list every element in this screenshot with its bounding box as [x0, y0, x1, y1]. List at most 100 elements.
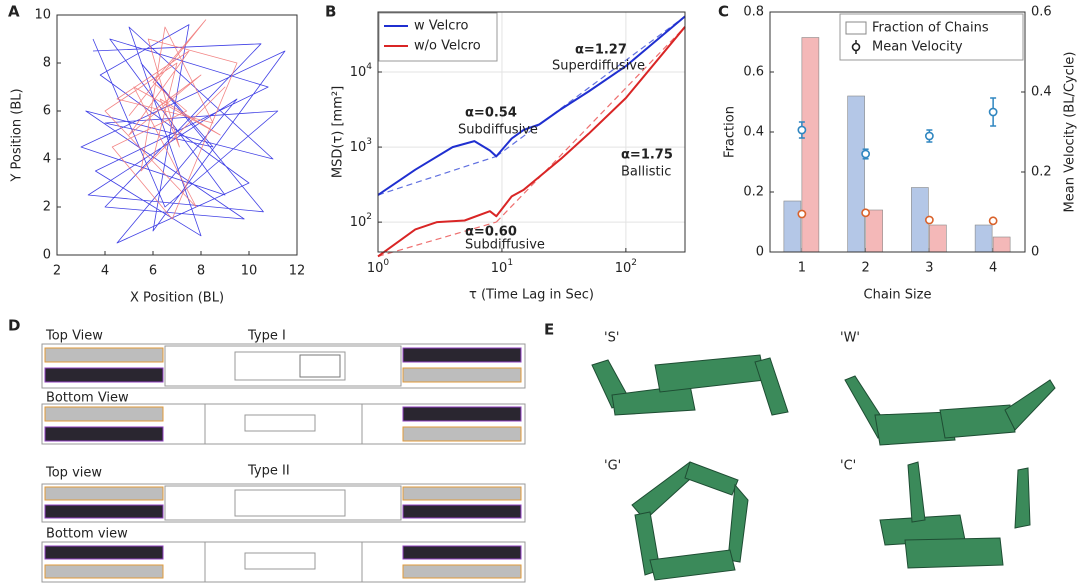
annotation: Subdiffusive	[458, 123, 538, 138]
y-axis-label: Fraction	[723, 106, 738, 158]
velocity-point	[797, 209, 807, 219]
y-axis-label: Y Position (BL)	[10, 88, 25, 182]
annotation: Subdiffusive	[465, 238, 545, 253]
panel-label: C	[718, 3, 729, 21]
diagram-label: Type I	[247, 329, 286, 344]
legend-label: w Velcro	[414, 19, 468, 34]
x-tick-label: 12	[289, 264, 306, 279]
x-axis-label: τ (Time Lag in Sec)	[469, 288, 594, 303]
legend-swatch	[851, 42, 861, 52]
bar	[801, 37, 820, 253]
annotation: α=0.60	[465, 225, 517, 240]
y2-axis-label: Mean Velocity (BL/Cycle)	[1063, 52, 1078, 213]
y-tick-label: 8	[43, 56, 51, 71]
annotation: α=1.27	[575, 43, 627, 58]
annotation: Ballistic	[621, 165, 671, 180]
shape-label: 'C'	[840, 459, 856, 474]
velocity-point	[861, 149, 871, 159]
x-tick-label: 10	[241, 264, 258, 279]
series-line	[104, 19, 238, 220]
y-tick-label-base: 10	[350, 65, 367, 80]
legend-box	[839, 13, 1024, 61]
x-axis-label: X Position (BL)	[130, 291, 224, 306]
y-tick-label: 0.6	[743, 65, 764, 80]
y-tick-label-exponent: 4	[366, 62, 372, 72]
annotation: Superdiffusive	[552, 59, 645, 74]
panel-d-diagram	[41, 343, 526, 583]
x-tick-label: 100	[367, 258, 390, 276]
velocity-point	[988, 107, 998, 117]
y-tick-label: 103	[350, 137, 372, 155]
panel-label: B	[325, 3, 336, 21]
x-tick-label: 1	[798, 261, 806, 276]
x-tick-label: 2	[861, 261, 869, 276]
fit-line	[495, 15, 686, 157]
annotation: α=1.75	[621, 148, 673, 163]
y-tick-label: 0.4	[743, 125, 764, 140]
shape-label: 'G'	[604, 459, 621, 474]
y2-tick-label: 0.4	[1031, 85, 1052, 100]
y-tick-label-base: 10	[350, 140, 367, 155]
diagram-label: Top view	[45, 466, 102, 481]
x-tick-label-exponent: 0	[383, 258, 389, 268]
y-tick-label: 4	[43, 152, 51, 167]
bar	[974, 224, 993, 253]
bar	[847, 95, 865, 253]
diagram-label: Type II	[247, 464, 290, 479]
panel-e-photos	[591, 354, 1056, 581]
panel-label: A	[8, 3, 20, 21]
velocity-point	[861, 208, 871, 218]
velocity-point	[924, 215, 934, 225]
x-tick-label: 102	[615, 258, 637, 276]
fit-line	[377, 221, 497, 257]
legend-label: Fraction of Chains	[872, 21, 989, 36]
fit-line	[377, 155, 497, 196]
y-tick-label-exponent: 3	[366, 137, 372, 147]
panel-label: E	[544, 321, 554, 339]
y-tick-label: 0	[756, 245, 764, 260]
legend-label: w/o Velcro	[414, 39, 481, 54]
x-axis-label: Chain Size	[864, 288, 932, 303]
y-tick-label: 0.2	[743, 185, 764, 200]
x-tick-label-exponent: 2	[631, 258, 637, 268]
x-tick-label: 101	[491, 258, 513, 276]
y-tick-label: 0	[43, 248, 51, 263]
legend-swatch	[845, 21, 867, 35]
velocity-point	[797, 125, 807, 135]
bar	[992, 236, 1011, 253]
axes-frame	[377, 11, 686, 253]
diagram-label: Top View	[45, 329, 103, 344]
y-tick-label: 2	[43, 200, 51, 215]
diagram-label: Bottom view	[46, 527, 128, 542]
x-tick-label-exponent: 1	[507, 258, 513, 268]
x-tick-label: 4	[989, 261, 997, 276]
velocity-point	[988, 216, 998, 226]
x-tick-label: 2	[53, 264, 61, 279]
y-tick-label-exponent: 2	[366, 212, 372, 222]
y-tick-label: 104	[350, 62, 373, 80]
velocity-point	[924, 131, 934, 141]
series-line	[377, 15, 686, 196]
type-i-top	[41, 343, 526, 389]
diagram-label: Bottom View	[46, 391, 129, 406]
y2-tick-label: 0.2	[1031, 165, 1052, 180]
x-tick-label-base: 10	[491, 261, 508, 276]
x-tick-label: 4	[101, 264, 109, 279]
x-tick-label-base: 10	[367, 261, 384, 276]
type-ii-bottom	[41, 541, 526, 583]
y-tick-label: 0.8	[743, 5, 764, 20]
x-tick-label-base: 10	[615, 261, 632, 276]
x-tick-label: 3	[925, 261, 933, 276]
bar	[929, 224, 947, 253]
type-i-bottom	[41, 403, 526, 445]
legend-label: Mean Velocity	[872, 40, 963, 55]
y-axis-label: MSD(τ) [mm²]	[331, 86, 346, 178]
y-tick-label: 10	[34, 8, 51, 23]
y2-tick-label: 0.6	[1031, 5, 1052, 20]
y-tick-label: 6	[43, 104, 51, 119]
x-tick-label: 6	[149, 264, 157, 279]
type-ii-top	[41, 483, 526, 523]
y2-tick-label: 0	[1031, 245, 1039, 260]
y-tick-label-base: 10	[350, 215, 367, 230]
